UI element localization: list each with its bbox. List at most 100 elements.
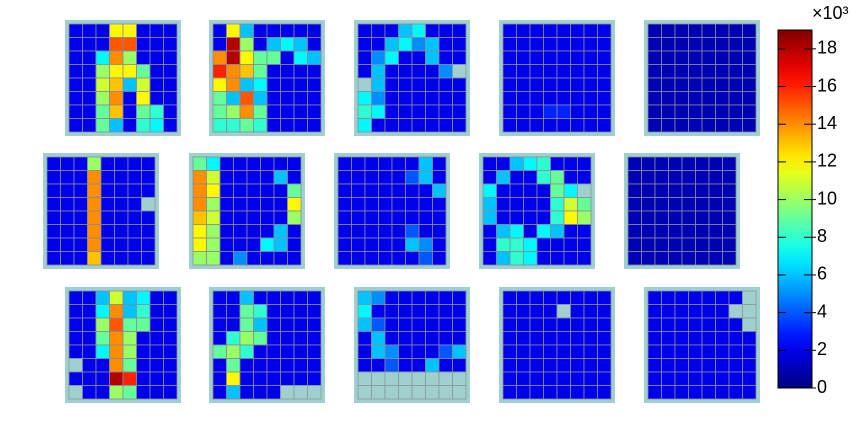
cell <box>212 371 227 386</box>
cell <box>287 197 302 212</box>
cell <box>688 358 703 373</box>
cell <box>661 50 676 65</box>
cell <box>482 210 497 225</box>
cell <box>149 331 164 346</box>
cell <box>212 358 227 373</box>
cell <box>239 304 254 319</box>
cell <box>411 331 426 346</box>
cell <box>597 104 612 119</box>
cell <box>674 385 689 400</box>
cell <box>563 197 578 212</box>
cell <box>722 251 737 266</box>
cell <box>654 210 669 225</box>
cell <box>674 50 689 65</box>
cell <box>384 23 399 38</box>
cell <box>82 385 97 400</box>
cell <box>95 317 110 332</box>
cell <box>95 37 110 52</box>
cell <box>668 156 683 171</box>
cell <box>701 50 716 65</box>
cell <box>149 371 164 386</box>
cell <box>68 118 83 133</box>
cell <box>728 385 743 400</box>
cell <box>570 37 585 52</box>
cell <box>701 331 716 346</box>
cell <box>114 224 129 239</box>
cell <box>206 251 221 266</box>
cell <box>122 290 137 305</box>
cell <box>87 156 102 171</box>
cell <box>122 304 137 319</box>
cell <box>543 91 558 106</box>
cell <box>502 385 517 400</box>
panel <box>65 287 181 403</box>
cell <box>398 91 413 106</box>
cell <box>556 37 571 52</box>
empty-cell <box>357 385 372 400</box>
cell <box>405 251 420 266</box>
cell <box>273 210 288 225</box>
cell <box>114 156 129 171</box>
cell <box>647 358 662 373</box>
cell <box>122 331 137 346</box>
cell <box>523 251 538 266</box>
cell <box>543 104 558 119</box>
cell <box>536 210 551 225</box>
cell <box>647 371 662 386</box>
cell <box>73 170 88 185</box>
cell <box>570 371 585 386</box>
cell <box>280 371 295 386</box>
cell <box>307 331 322 346</box>
cell <box>502 91 517 106</box>
cell <box>163 304 178 319</box>
cell <box>398 77 413 92</box>
panel <box>499 20 615 136</box>
cell <box>661 371 676 386</box>
cell <box>627 210 642 225</box>
cell <box>688 317 703 332</box>
cell <box>583 23 598 38</box>
cell <box>100 210 115 225</box>
cell <box>149 344 164 359</box>
cell <box>695 237 710 252</box>
cell <box>654 183 669 198</box>
cell <box>266 331 281 346</box>
cell <box>563 237 578 252</box>
cell <box>95 104 110 119</box>
cell <box>523 237 538 252</box>
cell <box>100 170 115 185</box>
cell <box>577 210 592 225</box>
cell <box>641 156 656 171</box>
cell <box>357 104 372 119</box>
cell <box>438 50 453 65</box>
cell <box>192 170 207 185</box>
cell <box>708 197 723 212</box>
cell <box>391 170 406 185</box>
cell <box>226 304 241 319</box>
cell <box>212 344 227 359</box>
cell <box>192 224 207 239</box>
colorbar <box>777 29 813 389</box>
cell <box>141 237 156 252</box>
cell <box>266 77 281 92</box>
cell <box>536 224 551 239</box>
cell <box>384 77 399 92</box>
cell <box>597 304 612 319</box>
panel <box>644 287 760 403</box>
cell <box>351 197 366 212</box>
cell <box>701 344 716 359</box>
cell <box>398 331 413 346</box>
cell <box>627 156 642 171</box>
cell <box>438 331 453 346</box>
cell <box>100 156 115 171</box>
cell <box>742 91 757 106</box>
cell <box>688 304 703 319</box>
cell <box>411 290 426 305</box>
cell <box>398 118 413 133</box>
cell <box>482 224 497 239</box>
cell <box>273 237 288 252</box>
cell <box>452 77 467 92</box>
cell <box>253 64 268 79</box>
cell <box>226 23 241 38</box>
cell <box>226 385 241 400</box>
